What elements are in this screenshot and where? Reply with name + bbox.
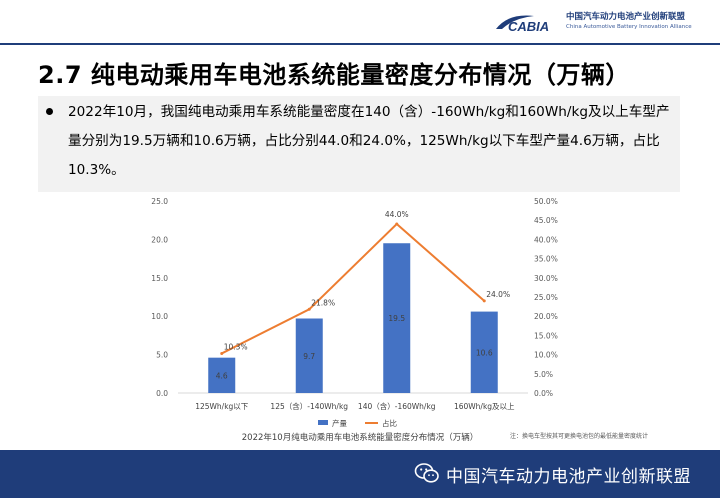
y-tick-label-left: 5.0	[156, 351, 168, 360]
page-title: 2.7 纯电动乘用车电池系统能量密度分布情况（万辆）	[38, 61, 630, 89]
y-tick-label-left: 25.0	[151, 197, 168, 206]
y-tick-label-right: 50.0%	[534, 197, 558, 206]
legend-label-line: 占比	[382, 418, 397, 428]
x-tick-label: 160Wh/kg及以上	[454, 402, 515, 411]
line-series-share	[221, 222, 485, 355]
line-data-label: 24.0%	[486, 290, 510, 299]
bar-data-label: 9.7	[303, 352, 315, 361]
summary-box: 2022年10月，我国纯电动乘用车系统能量密度在140（含）-160Wh/kg和…	[38, 96, 680, 192]
x-tick-label: 125（含）-140Wh/kg	[270, 401, 348, 411]
bar	[295, 318, 323, 393]
wechat-icon	[414, 463, 439, 483]
header: CABIA 中国汽车动力电池产业创新联盟 China Automotive Ba…	[0, 0, 720, 44]
y-tick-label-right: 35.0%	[534, 255, 558, 264]
chart-title: 2022年10月纯电动乘用车电池系统能量密度分布情况（万辆）	[242, 432, 478, 443]
y-tick-label-right: 45.0%	[534, 216, 558, 225]
y-tick-label-left: 20.0	[151, 235, 168, 244]
org-name-cn: 中国汽车动力电池产业创新联盟	[566, 12, 686, 22]
x-tick-label: 140（含）-160Wh/kg	[358, 401, 436, 411]
y-tick-label-right: 0.0%	[534, 389, 553, 398]
footer-text: 中国汽车动力电池产业创新联盟	[446, 467, 691, 487]
org-name-en: China Automotive Battery Innovation Alli…	[566, 24, 692, 30]
bar-data-label: 4.6	[216, 371, 228, 380]
y-tick-label-right: 25.0%	[534, 293, 558, 302]
bar-data-label: 10.6	[476, 348, 493, 357]
x-tick-label: 125Wh/kg以下	[195, 402, 249, 411]
y-tick-label-left: 0.0	[156, 389, 168, 398]
y-tick-label-right: 10.0%	[534, 351, 558, 360]
line-point	[395, 222, 399, 226]
y-tick-label-right: 30.0%	[534, 274, 558, 283]
org-name: 中国汽车动力电池产业创新联盟 China Automotive Battery …	[566, 12, 692, 31]
line-data-label: 44.0%	[385, 210, 409, 219]
header-divider	[0, 43, 720, 45]
cabia-logo: CABIA	[496, 15, 549, 34]
y-tick-label-right: 5.0%	[534, 370, 553, 379]
legend-label-bar: 产量	[332, 418, 347, 428]
chart-note: 注：换电车型按其可更换电池包的最低能量密度统计	[510, 432, 648, 440]
line-data-label: 10.3%	[224, 342, 248, 351]
line-point	[482, 299, 486, 303]
legend-swatch-bar	[318, 420, 328, 425]
y-tick-label-left: 10.0	[151, 312, 168, 321]
y-tick-label-left: 15.0	[151, 274, 168, 283]
y-tick-label-right: 20.0%	[534, 312, 558, 321]
line-data-label: 21.8%	[311, 298, 335, 307]
line-point	[220, 351, 224, 355]
bar	[383, 243, 411, 393]
footer: 中国汽车动力电池产业创新联盟	[0, 450, 720, 498]
bar-data-label: 19.5	[388, 314, 405, 323]
bar	[470, 311, 498, 393]
bullet-icon	[46, 108, 53, 115]
logo-text: CABIA	[508, 19, 549, 34]
summary-text: 2022年10月，我国纯电动乘用车系统能量密度在140（含）-160Wh/kg和…	[68, 104, 670, 178]
y-tick-label-right: 40.0%	[534, 235, 558, 244]
bar	[208, 357, 236, 393]
line-point	[307, 307, 311, 311]
energy-density-chart: 0.0 5.0 10.0 15.0 20.0 25.0 0.0% 5.0% 10.0% 15.0%…	[151, 197, 648, 443]
y-tick-label-right: 15.0%	[534, 331, 558, 340]
